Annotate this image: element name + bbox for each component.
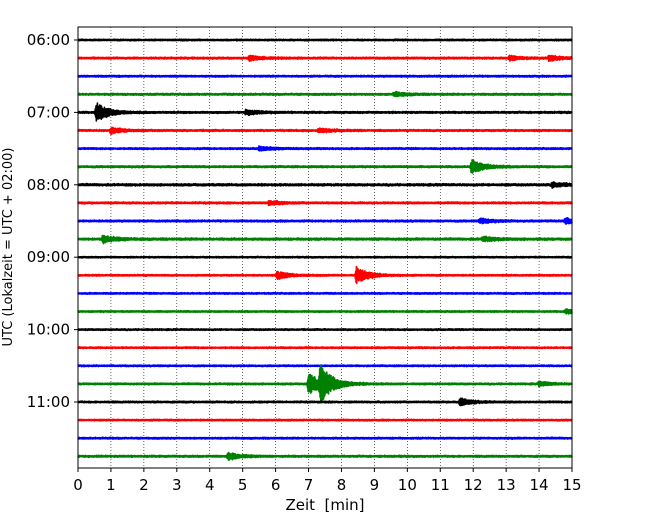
trace-19 [77, 364, 573, 404]
x-axis: 0 1 2 3 4 5 6 7 8 9 10 11 12 13 14 15 [73, 468, 582, 494]
x-tick-label-15: 15 [562, 476, 581, 494]
trace-3 [77, 90, 573, 98]
trace-0 [77, 38, 573, 42]
trace-18 [77, 364, 573, 368]
trace-9 [77, 199, 573, 207]
trace-21 [77, 418, 573, 422]
trace-group [77, 38, 573, 461]
x-tick-label-9: 9 [370, 476, 380, 494]
x-tick-label-10: 10 [398, 476, 417, 494]
y-axis: 06:00 07:00 08:00 09:00 10:00 11:00 [27, 31, 78, 411]
y-tick-label-2: 08:00 [27, 176, 70, 194]
trace-12 [77, 255, 573, 259]
trace-22 [77, 436, 573, 440]
x-tick-label-11: 11 [431, 476, 450, 494]
trace-11 [77, 234, 573, 245]
x-axis-label: Zeit [min] [285, 496, 364, 514]
plot-frame [77, 26, 573, 469]
trace-6 [77, 145, 573, 152]
x-tick-label-13: 13 [497, 476, 516, 494]
trace-2 [77, 74, 573, 78]
y-tick-label-3: 09:00 [27, 248, 70, 266]
trace-23 [77, 451, 573, 461]
x-tick-label-8: 8 [337, 476, 347, 494]
x-tick-label-2: 2 [139, 476, 149, 494]
x-tick-label-5: 5 [238, 476, 248, 494]
x-tick-label-0: 0 [73, 476, 83, 494]
trace-4 [77, 102, 573, 122]
trace-14 [77, 291, 573, 296]
y-tick-label-5: 11:00 [27, 393, 70, 411]
trace-20 [77, 397, 573, 407]
trace-7 [77, 158, 573, 174]
trace-15 [77, 308, 573, 315]
trace-17 [77, 346, 573, 350]
x-tick-label-6: 6 [271, 476, 281, 494]
y-tick-label-0: 06:00 [27, 31, 70, 49]
x-tick-label-12: 12 [464, 476, 483, 494]
y-axis-label: UTC (Lokalzeit = UTC + 02:00) [1, 148, 16, 347]
trace-16 [77, 327, 573, 332]
x-tick-label-4: 4 [205, 476, 215, 494]
trace-13 [77, 265, 573, 285]
x-tick-label-3: 3 [172, 476, 182, 494]
trace-8 [77, 181, 573, 189]
x-tick-label-1: 1 [106, 476, 116, 494]
y-tick-label-4: 10:00 [27, 321, 70, 339]
trace-10 [77, 217, 573, 225]
trace-5 [77, 126, 573, 136]
x-tick-label-14: 14 [530, 476, 549, 494]
y-tick-label-1: 07:00 [27, 103, 70, 121]
trace-1 [77, 54, 573, 62]
x-tick-label-7: 7 [304, 476, 314, 494]
